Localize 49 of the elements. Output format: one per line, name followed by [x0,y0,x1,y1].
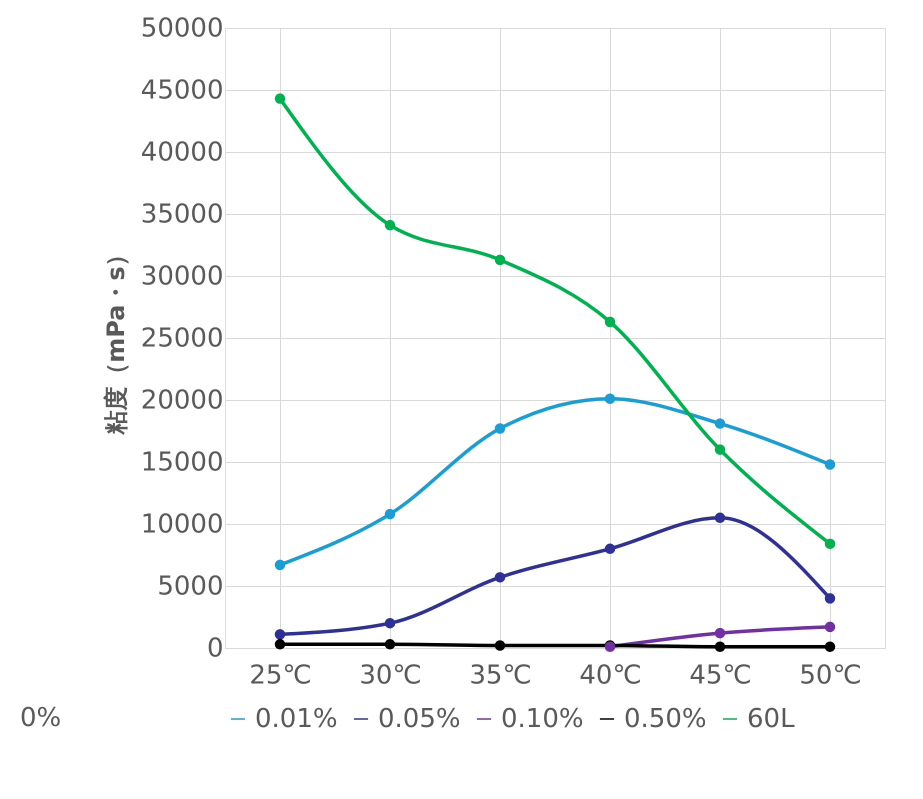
x-tick-label: 25℃ [249,660,312,690]
legend-label: 0.05% [378,704,461,734]
point [714,444,726,455]
point [824,593,836,604]
point [494,640,506,651]
x-tick-label: 35℃ [469,660,532,690]
y-tick-label: 25000 [140,324,224,354]
point [714,418,726,429]
x-tick-label: 30℃ [359,660,422,690]
point [274,629,286,640]
y-tick-label: 35000 [140,200,224,230]
point [274,560,286,570]
legend-label: 60L [747,704,796,734]
point [494,423,506,434]
legend-label: 0.01% [255,704,338,734]
point [824,622,836,632]
point [824,538,836,550]
point [714,628,726,638]
point [384,220,396,230]
point [384,508,396,520]
point [604,394,616,404]
legend-label: 0.10% [501,704,584,734]
point [714,512,726,524]
x-tick-label: 50℃ [799,660,862,690]
point [604,316,616,328]
point [274,93,286,104]
y-tick-label: 10000 [140,510,224,540]
y-tick-label: 5000 [157,572,224,602]
point [494,572,506,583]
point [714,642,726,652]
x-tick-label: 45℃ [689,660,752,690]
y-tick-label: 20000 [140,386,224,416]
y-tick-label: 40000 [140,138,224,168]
point [604,544,616,554]
y-tick-label: 50000 [140,14,224,44]
point [824,459,836,470]
y-tick-label: 30000 [140,262,224,292]
point [274,639,286,650]
text: 0% [20,703,62,733]
y-tick-label: 45000 [140,76,224,106]
point [494,254,506,266]
y-tick-label: 15000 [140,448,224,478]
point [384,639,396,650]
legend-label: 0.50% [624,704,707,734]
point [824,642,836,652]
x-tick-label: 40℃ [579,660,642,690]
point [384,618,396,628]
y-axis-title: 粘度（mPa・s） [102,242,130,436]
y-tick-label: 0 [206,634,224,664]
